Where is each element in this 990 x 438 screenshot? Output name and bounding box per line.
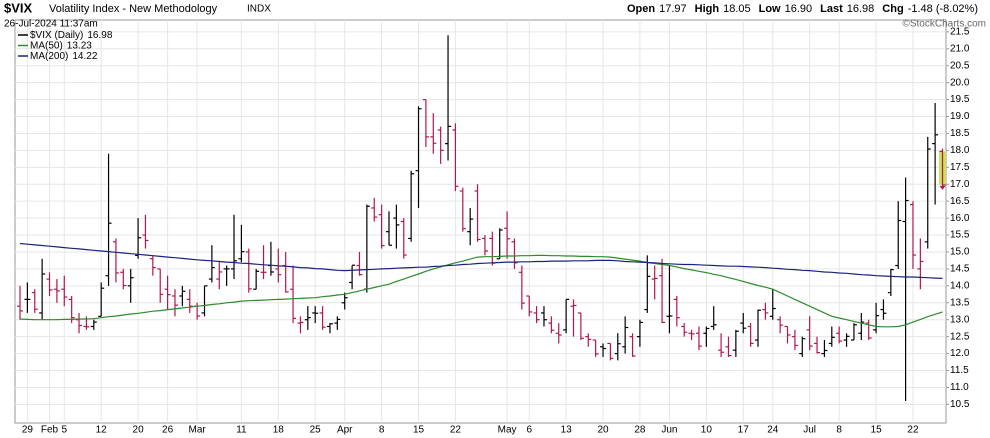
x-tick-label: 24 [767,425,779,436]
y-tick-label: 19.5 [950,94,970,105]
y-tick-label: 20.5 [950,60,970,71]
timestamp: 26-Jul-2024 11:37am [4,19,98,30]
y-tick-label: 12.5 [950,331,970,342]
x-tick-label: 20 [133,425,145,436]
y-tick-label: 19.0 [950,111,970,122]
plot-frame [14,19,947,424]
x-tick-label: May [498,425,517,436]
x-tick-label: 12 [96,425,108,436]
y-tick-label: 18.5 [950,128,970,139]
quote-label: Open [627,3,655,15]
y-tick-label: 11.0 [950,382,969,393]
y-tick-label: 13.0 [950,314,970,325]
quote-value: -1.48 (-8.02%) [908,3,978,15]
x-tick-label: 17 [738,425,750,436]
legend-value: 14.22 [72,51,97,62]
moving-average [19,254,943,328]
quote-value: 17.97 [659,3,687,15]
legend-entry: $VIX (Daily) 16.98 [30,30,113,41]
x-tick-label: 10 [701,425,713,436]
x-tick-label: 22 [450,425,462,436]
x-tick-label: 15 [413,425,425,436]
x-tick-label: Feb [41,425,59,436]
grid [15,20,946,423]
y-tick-label: 10.5 [950,399,970,410]
legend-entry: MA(200) 14.22 [30,51,98,62]
x-tick-label: 13 [561,425,573,436]
y-tick-label: 16.0 [950,213,970,224]
quote-label: Last [820,3,843,15]
x-tick-label: 26 [162,425,174,436]
last-close-marker [939,185,946,190]
x-tick-label: 15 [871,425,883,436]
quote-label: Chg [882,3,903,15]
x-tick-label: Apr [337,425,353,436]
quote-value: 16.98 [847,3,875,15]
y-tick-label: 13.5 [950,297,970,308]
x-tick-label: 20 [597,425,609,436]
y-tick-label: 15.0 [950,247,970,258]
y-tick-label: 18.0 [950,145,970,156]
y-tick-label: 17.0 [950,179,970,190]
quote-label: Low [759,3,781,15]
y-tick-label: 12.0 [950,348,970,359]
symbol: $VIX [4,0,33,15]
y-tick-label: 17.5 [950,162,970,173]
y-tick-label: 21.5 [950,26,970,37]
quote-value: 18.05 [723,3,751,15]
x-tick-label: 11 [236,425,247,436]
x-tick-label: 18 [273,425,285,436]
y-tick-label: 14.5 [950,264,970,275]
x-tick-label: 8 [836,425,842,436]
x-tick-label: Jun [661,425,677,436]
quote-label: High [695,3,720,15]
x-tick-label: Mar [189,425,207,436]
y-tick-label: 16.5 [950,196,970,207]
x-tick-label: Jul [803,425,816,436]
x-tick-label: 25 [310,425,322,436]
x-tick-label: 28 [634,425,646,436]
y-tick-label: 20.0 [950,77,970,88]
legend-name: MA(50) [30,40,63,51]
title: Volatility Index - New Methodology [49,3,218,15]
quote-value: 16.90 [785,3,813,15]
legend-value: 13.23 [67,40,92,51]
legend-name: MA(200) [30,51,68,62]
x-tick-label: 5 [61,425,67,436]
legend-value: 16.98 [87,30,112,41]
y-tick-label: 14.0 [950,280,970,291]
x-tick-label: 29 [22,425,34,436]
x-tick-label: 22 [907,425,919,436]
exchange: INDX [247,4,271,15]
marks [17,35,946,401]
x-tick-label: 6 [526,425,532,436]
quote: Open 17.97 High 18.05 Low 16.90 Last 16.98 Chg -1… [627,3,978,15]
moving-average [19,242,943,279]
y-tick-label: 15.5 [950,230,970,241]
y-tick-label: 21.0 [950,43,970,54]
credit: ©StockCharts.com [902,19,986,30]
x-tick-label: 8 [379,425,385,436]
y-tick-label: 11.5 [950,365,969,376]
legend-entry: MA(50) 13.23 [30,40,92,51]
legend-name: $VIX (Daily) [30,30,83,41]
